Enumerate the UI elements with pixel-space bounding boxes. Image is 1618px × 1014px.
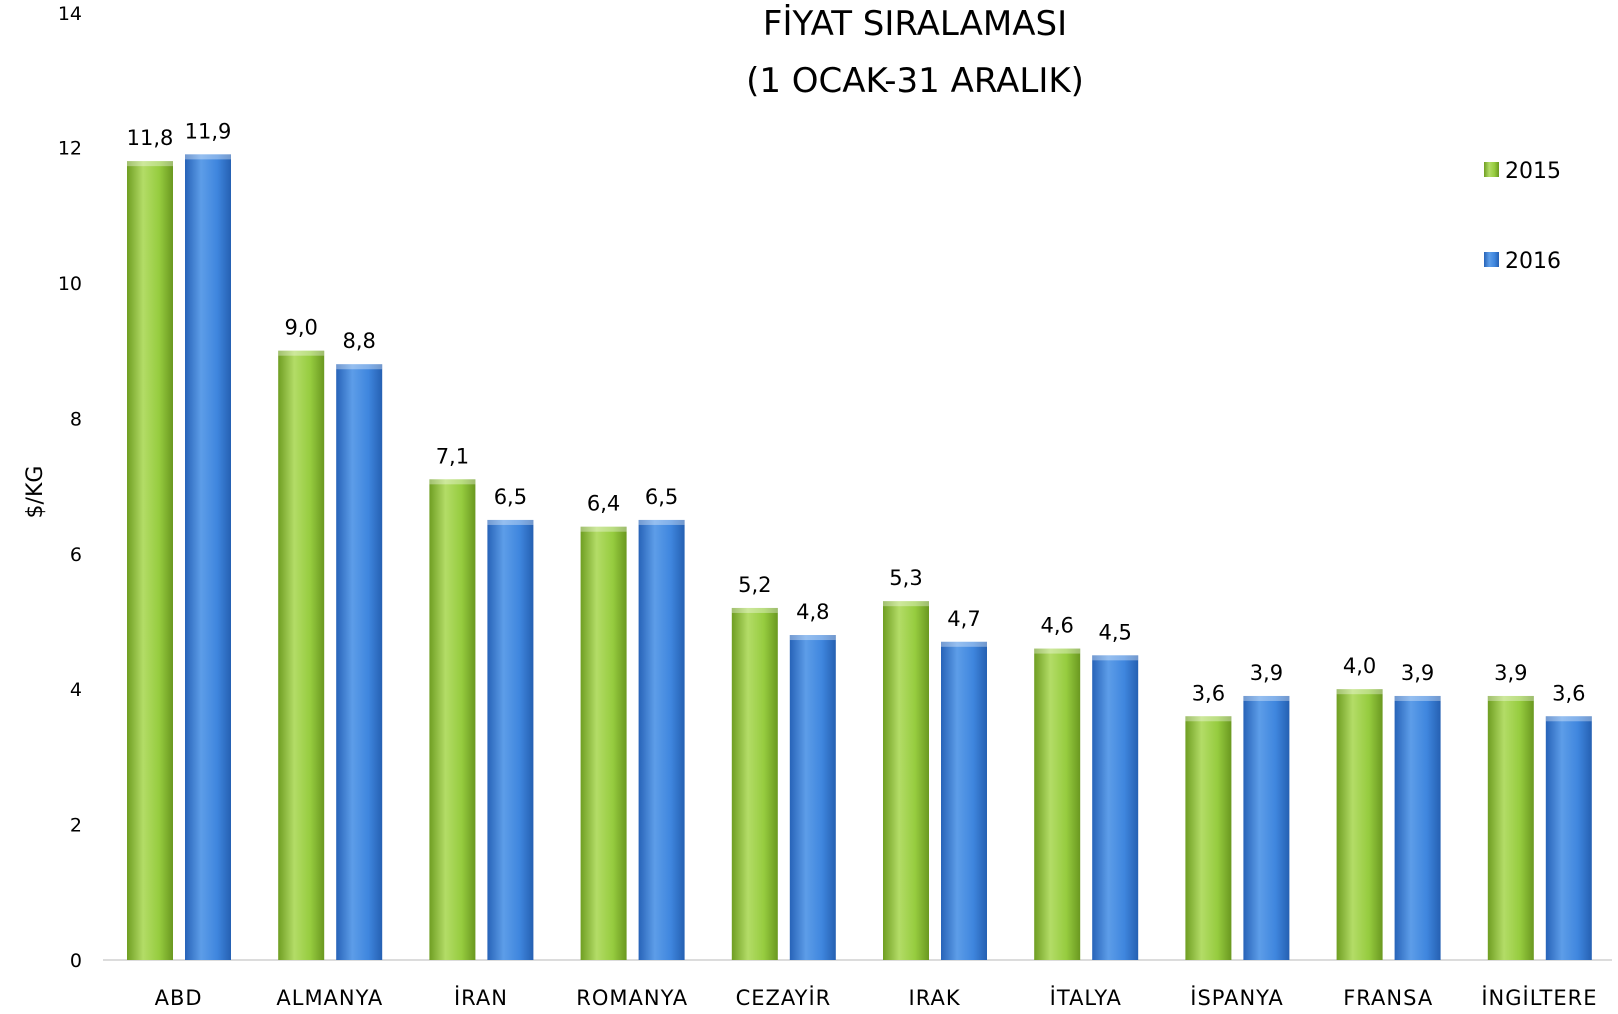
chart-title: FİYAT SIRALAMASI <box>763 4 1067 44</box>
y-tick-label: 0 <box>70 950 82 972</box>
bar-cap-2016-8 <box>1394 695 1441 701</box>
bar-cap-2015-6 <box>1034 648 1081 654</box>
bar-cap-2016-4 <box>789 635 836 641</box>
y-tick-label: 8 <box>70 408 82 430</box>
category-label: CEZAYİR <box>736 985 832 1010</box>
bar-cap-2016-9 <box>1545 716 1592 722</box>
bar-2016-3 <box>638 519 685 960</box>
data-label-2016-3: 6,5 <box>645 485 678 509</box>
bar-cap-2016-5 <box>941 641 987 647</box>
bar-2016-8 <box>1394 695 1441 960</box>
data-label-2015-7: 3,6 <box>1192 681 1225 705</box>
bar-cap-2016-3 <box>638 519 685 525</box>
bar-2015-3 <box>580 526 627 960</box>
category-label: İRAN <box>454 985 508 1010</box>
bar-2015-1 <box>278 350 325 960</box>
y-tick-label: 2 <box>70 815 82 837</box>
bar-cap-2015-2 <box>429 479 476 485</box>
bar-2015-8 <box>1336 689 1383 960</box>
bar-2016-1 <box>336 364 383 960</box>
data-label-group: 11,8 11,9 9,0 8,8 7,1 6,5 6,4 6,5 5,2 4,8 5,3 4,7 4,… <box>127 119 1586 705</box>
data-label-2016-7: 3,9 <box>1250 661 1283 685</box>
data-label-2016-5: 4,7 <box>947 607 980 631</box>
data-label-2015-6: 4,6 <box>1040 614 1073 638</box>
bar-2015-5 <box>883 601 929 960</box>
data-label-2015-9: 3,9 <box>1494 661 1527 685</box>
data-label-2016-1: 8,8 <box>342 329 375 353</box>
data-label-2015-5: 5,3 <box>889 566 922 590</box>
bar-cap-2015-4 <box>731 607 778 613</box>
category-label: İNGİLTERE <box>1481 985 1597 1010</box>
data-label-2015-3: 6,4 <box>587 492 620 516</box>
bar-2016-6 <box>1092 655 1139 960</box>
bar-2016-0 <box>185 154 231 960</box>
y-tick-label: 10 <box>58 273 82 295</box>
y-axis-title: $/KG <box>23 466 48 519</box>
chart-subtitle: (1 OCAK-31 ARALIK) <box>746 61 1084 101</box>
bar-cap-2016-6 <box>1092 655 1139 661</box>
category-label: İSPANYA <box>1190 985 1283 1010</box>
legend-label-2015: 2015 <box>1505 159 1561 184</box>
data-label-2016-2: 6,5 <box>494 485 527 509</box>
data-label-2015-2: 7,1 <box>436 444 469 468</box>
bar-cap-2016-1 <box>336 364 383 370</box>
data-label-2016-6: 4,5 <box>1098 620 1131 644</box>
legend-swatch-2015 <box>1484 162 1499 177</box>
legend-label-2016: 2016 <box>1505 249 1561 274</box>
bar-2016-2 <box>487 519 534 960</box>
bar-cap-2015-5 <box>883 601 929 607</box>
bar-cap-2016-7 <box>1243 695 1290 701</box>
data-label-2016-8: 3,9 <box>1401 661 1434 685</box>
bar-2015-4 <box>731 607 778 960</box>
bar-cap-2016-2 <box>487 519 534 525</box>
bar-cap-2015-7 <box>1185 716 1232 722</box>
bar-cap-2015-1 <box>278 350 325 356</box>
y-tick-label: 14 <box>58 3 82 25</box>
category-label: ROMANYA <box>576 986 688 1010</box>
y-tick-label: 4 <box>70 679 82 701</box>
bar-2015-2 <box>429 479 476 960</box>
category-label: FRANSA <box>1343 986 1433 1010</box>
data-label-2016-9: 3,6 <box>1552 681 1585 705</box>
category-label: ABD <box>155 986 203 1010</box>
data-label-2016-4: 4,8 <box>796 600 829 624</box>
category-label: ALMANYA <box>276 986 383 1010</box>
data-label-2015-4: 5,2 <box>738 573 771 597</box>
bar-cap-2015-9 <box>1487 695 1534 701</box>
bar-2016-5 <box>941 641 987 960</box>
bar-2016-4 <box>789 635 836 960</box>
y-axis-ticks: 0 2 4 6 8 10 12 14 <box>58 3 82 972</box>
category-label: İTALYA <box>1050 985 1122 1010</box>
bar-cap-2015-8 <box>1336 689 1383 695</box>
y-tick-label: 12 <box>58 138 82 160</box>
category-label: IRAK <box>909 986 961 1010</box>
bar-2015-7 <box>1185 716 1232 960</box>
data-label-2015-0: 11,8 <box>127 126 174 150</box>
legend-swatch-2016 <box>1484 252 1499 267</box>
bar-2016-9 <box>1545 716 1592 960</box>
bar-cap-2015-0 <box>127 161 173 167</box>
legend: 2015 2016 <box>1484 159 1561 274</box>
bar-2015-9 <box>1487 695 1534 960</box>
bar-cap-2015-3 <box>580 526 627 532</box>
bar-2015-0 <box>127 161 173 960</box>
y-tick-label: 6 <box>70 544 82 566</box>
bar-2016-7 <box>1243 695 1290 960</box>
bar-cap-2016-0 <box>185 154 231 160</box>
bar-group <box>127 154 1592 960</box>
data-label-2016-0: 11,9 <box>185 119 232 143</box>
bar-2015-6 <box>1034 648 1081 960</box>
x-axis-ticks: ABD ALMANYA İRAN ROMANYA CEZAYİR IRAK İTALYA İS… <box>155 985 1597 1010</box>
data-label-2015-8: 4,0 <box>1343 654 1376 678</box>
data-label-2015-1: 9,0 <box>284 316 317 340</box>
